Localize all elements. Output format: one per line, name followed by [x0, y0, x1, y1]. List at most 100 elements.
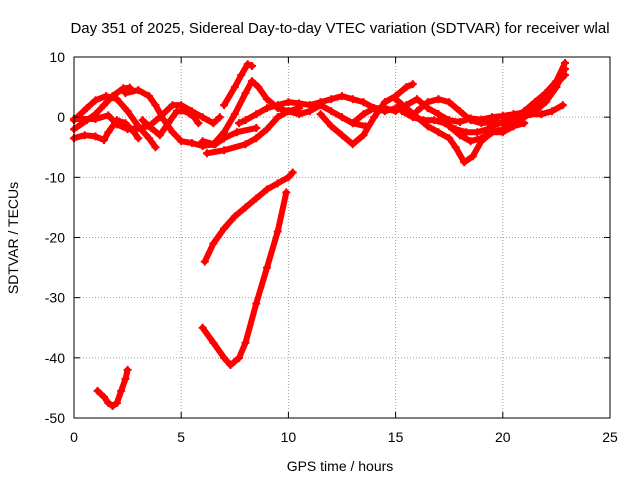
data-point: [434, 128, 443, 137]
x-axis-label: GPS time / hours: [287, 458, 394, 474]
series-points-arc-15: [413, 65, 569, 128]
data-point: [252, 299, 261, 308]
series-line-arc-19: [199, 189, 290, 369]
data-point: [134, 123, 143, 132]
series-line-arc-18: [201, 169, 296, 265]
data-point: [455, 117, 464, 126]
data-point: [338, 113, 346, 122]
data-point: [348, 119, 357, 128]
data-point: [327, 107, 336, 116]
data-point: [462, 128, 471, 137]
data-point: [548, 107, 557, 116]
series-points-arc-10: [220, 60, 256, 110]
data-point: [151, 101, 160, 110]
data-point: [541, 98, 550, 107]
data-point: [423, 122, 432, 131]
data-point: [190, 113, 199, 122]
data-point: [235, 353, 244, 362]
data-point: [295, 99, 304, 108]
data-point: [220, 146, 229, 155]
series-line-arc-14: [399, 102, 566, 136]
data-point: [552, 80, 561, 89]
data-point: [338, 131, 346, 140]
data-point: [230, 212, 239, 221]
x-tick-label: 10: [281, 429, 297, 445]
data-point: [477, 137, 486, 146]
x-tick-label: 0: [70, 429, 78, 445]
data-point: [220, 353, 229, 362]
data-point: [100, 101, 109, 110]
data-point: [134, 134, 143, 143]
y-tick-label: 0: [57, 109, 65, 125]
data-point: [93, 386, 102, 395]
data-point: [194, 119, 203, 128]
data-point: [359, 131, 368, 140]
data-point: [241, 338, 250, 347]
data-point: [445, 98, 454, 107]
data-point: [413, 95, 422, 104]
data-point: [198, 137, 207, 146]
data-point: [241, 203, 250, 212]
data-point: [338, 92, 346, 101]
y-tick-label: -20: [45, 230, 65, 246]
data-point: [558, 101, 567, 110]
data-point: [241, 89, 250, 98]
data-point: [226, 361, 235, 370]
data-point: [262, 95, 271, 104]
data-point: [252, 134, 261, 143]
data-point: [177, 137, 186, 146]
data-point: [198, 323, 207, 332]
data-point: [273, 113, 282, 122]
data-point: [359, 110, 368, 119]
series-line-arc-11: [317, 81, 416, 148]
data-point: [423, 98, 432, 107]
data-point: [230, 110, 239, 119]
data-point: [172, 107, 181, 116]
series-points-arc-19: [198, 188, 291, 370]
data-point: [348, 140, 357, 149]
x-tick-label: 15: [388, 429, 404, 445]
data-point: [252, 123, 261, 132]
y-tick-label: 10: [49, 49, 65, 65]
data-point: [451, 143, 460, 152]
data-point: [451, 125, 460, 134]
data-point: [220, 128, 229, 137]
y-axis-label: SDTVAR / TECUs: [5, 182, 21, 294]
x-tick-label: 20: [495, 429, 511, 445]
data-point: [408, 80, 417, 89]
data-point: [247, 62, 256, 71]
data-point: [198, 113, 207, 122]
data-point: [209, 239, 218, 248]
data-point: [488, 113, 497, 122]
data-point: [560, 59, 569, 68]
data-point: [112, 120, 121, 129]
data-point: [262, 104, 271, 113]
data-point: [123, 125, 132, 134]
data-point: [200, 257, 209, 266]
data-point: [252, 194, 261, 203]
data-point: [434, 95, 443, 104]
data-point: [232, 128, 241, 137]
x-tick-label: 5: [177, 429, 185, 445]
y-tick-label: -10: [45, 169, 65, 185]
series-points-arc-18: [200, 168, 297, 266]
data-point: [145, 134, 154, 143]
x-tick-label: 25: [602, 429, 618, 445]
data-point: [237, 71, 246, 80]
series-line-arc-20: [94, 366, 131, 409]
data-point: [316, 110, 325, 119]
data-point: [262, 263, 271, 272]
y-tick-label: -30: [45, 290, 65, 306]
data-point: [215, 113, 224, 122]
data-point: [91, 114, 100, 123]
data-point: [398, 107, 407, 116]
series-points-arc-17: [498, 71, 569, 128]
data-point: [121, 89, 130, 98]
grid-lines: [74, 57, 610, 418]
data-point: [100, 136, 109, 145]
y-tick-label: -50: [45, 410, 65, 426]
series-points-arc-6: [138, 107, 203, 140]
data-point: [254, 83, 263, 92]
data-point: [108, 92, 117, 101]
data-point: [209, 119, 218, 128]
